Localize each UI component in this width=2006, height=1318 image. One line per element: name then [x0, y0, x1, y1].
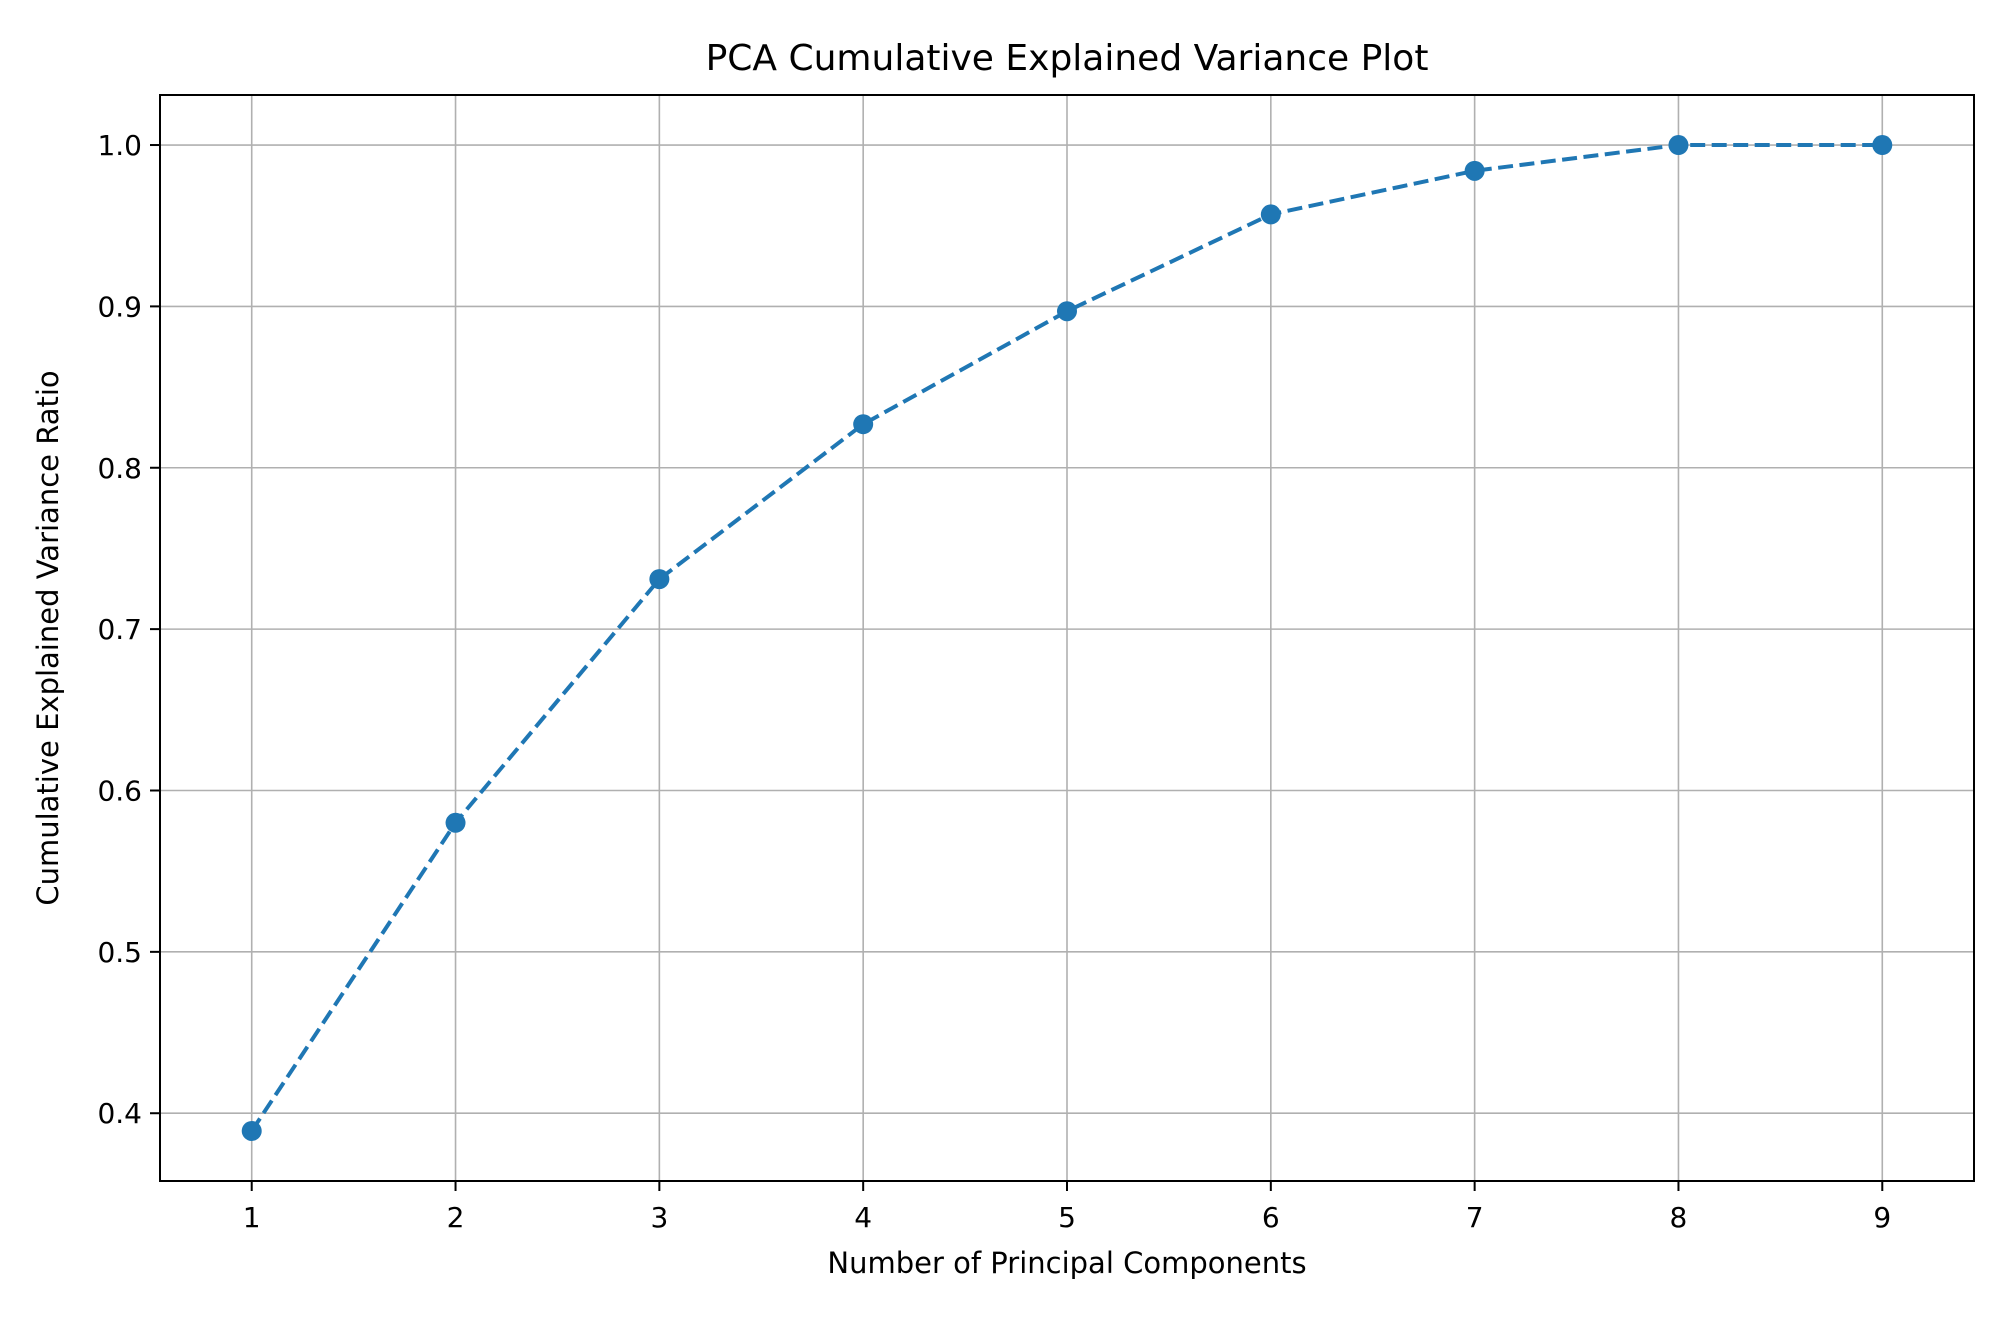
data-point	[649, 569, 670, 590]
series-line	[250, 143, 1883, 1133]
chart-title: PCA Cumulative Explained Variance Plot	[706, 38, 1429, 79]
data-point	[445, 812, 466, 833]
data-point	[1872, 135, 1893, 156]
x-tick-label: 6	[1262, 1201, 1280, 1234]
y-tick-label: 0.7	[97, 613, 142, 646]
y-tick-label: 0.5	[97, 936, 142, 969]
data-point	[1464, 160, 1485, 181]
x-tick-label: 3	[650, 1201, 668, 1234]
data-point	[241, 1120, 262, 1141]
y-tick-label: 0.8	[97, 452, 142, 485]
x-tick-label: 5	[1058, 1201, 1076, 1234]
x-tick-label: 7	[1466, 1201, 1484, 1234]
x-tick-label: 2	[447, 1201, 465, 1234]
data-point	[1260, 204, 1281, 225]
data-point	[853, 414, 874, 435]
y-tick-label: 0.4	[97, 1097, 142, 1130]
x-tick-label: 1	[243, 1201, 261, 1234]
x-axis-label: Number of Principal Components	[827, 1246, 1306, 1280]
x-tick-label: 4	[854, 1201, 872, 1234]
x-tick-label: 9	[1873, 1201, 1891, 1234]
grid-lines	[160, 95, 1974, 1181]
x-tick-label: 8	[1670, 1201, 1688, 1234]
y-tick-label: 0.9	[97, 290, 142, 323]
y-tick-label: 1.0	[97, 129, 142, 162]
axis-ticks: 1 2 3 4 5 6 7 8 9 0.4 0.5 0.6 0.7 0.8 0.9 1.0	[97, 129, 1891, 1234]
y-tick-label: 0.6	[97, 774, 142, 807]
data-point	[1057, 301, 1077, 322]
data-series	[241, 135, 1893, 1141]
y-axis-label: Cumulative Explained Variance Ratio	[31, 370, 65, 905]
data-point	[1668, 135, 1689, 156]
